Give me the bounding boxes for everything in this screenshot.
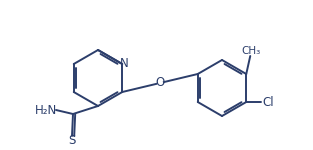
Text: O: O: [155, 76, 165, 90]
Text: CH₃: CH₃: [242, 46, 261, 56]
Text: Cl: Cl: [262, 96, 274, 108]
Text: N: N: [121, 57, 129, 70]
Text: S: S: [68, 135, 76, 147]
Text: H₂N: H₂N: [35, 103, 58, 117]
